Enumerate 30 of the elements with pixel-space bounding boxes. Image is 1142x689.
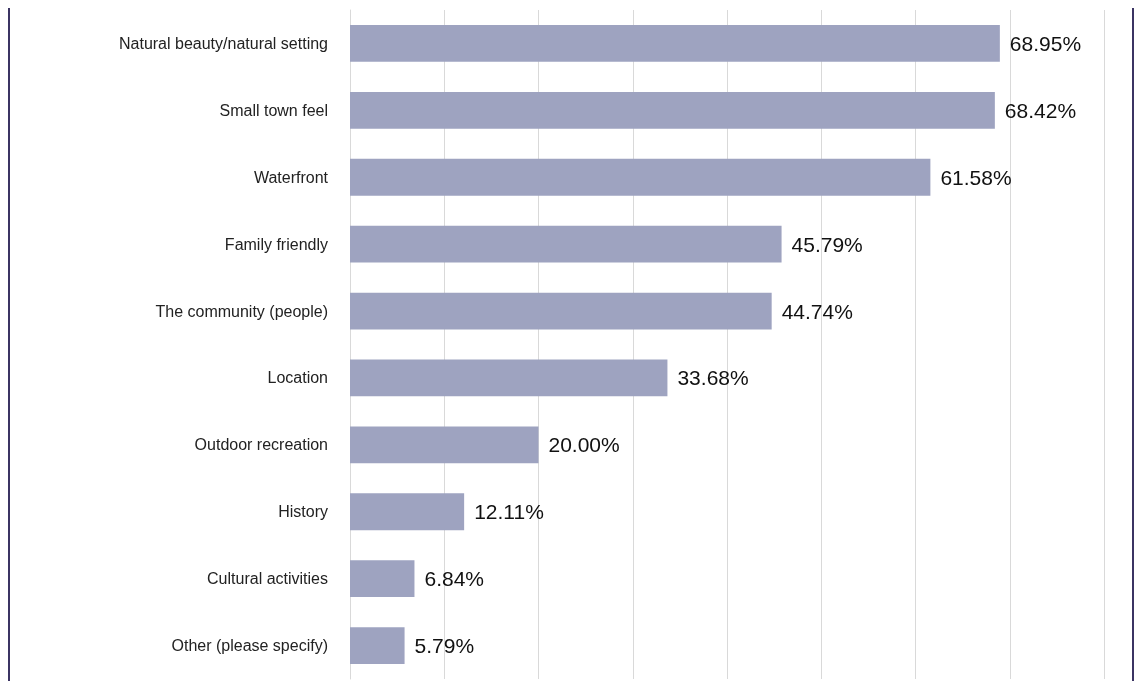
y-tick-label: History [278, 503, 328, 521]
bar [350, 359, 668, 397]
data-label: 44.74% [781, 299, 853, 323]
data-label: 61.58% [940, 165, 1012, 189]
data-label: 68.95% [1009, 31, 1082, 55]
data-label: 45.79% [791, 232, 863, 256]
y-tick-label: Waterfront [253, 168, 329, 186]
bar [350, 25, 1000, 62]
y-tick-label: Natural beauty/natural setting [118, 34, 328, 52]
bar [350, 91, 995, 129]
y-tick-label: Cultural activities [207, 570, 328, 588]
bar [350, 292, 772, 330]
bar [350, 493, 465, 531]
data-label: 5.79% [414, 634, 475, 658]
data-label: 6.84% [424, 567, 485, 591]
y-tick-label: Family friendly [224, 235, 328, 253]
bar [350, 426, 539, 464]
y-tick-label: The community (people) [155, 302, 328, 320]
bar [350, 560, 415, 598]
data-label: 20.00% [548, 433, 620, 457]
bar [350, 158, 931, 196]
bar [350, 225, 782, 263]
y-tick-label: Outdoor recreation [194, 436, 328, 454]
bar [350, 627, 405, 664]
y-tick-label: Small town feel [219, 101, 328, 119]
data-label: 12.11% [474, 500, 544, 524]
data-label: 33.68% [677, 366, 749, 390]
y-tick-label: Other (please specify) [171, 637, 328, 655]
y-tick-label: Location [267, 369, 328, 387]
data-label: 68.42% [1004, 98, 1077, 122]
